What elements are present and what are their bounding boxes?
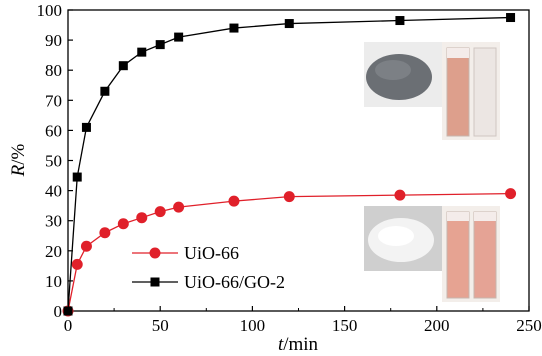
cuvette-left-top [447, 48, 469, 58]
data-point-uio-66 [136, 212, 148, 224]
data-point-uio-66-go-2 [118, 61, 128, 71]
axis-tick-labels: 0 50 100 150 200 250 0 10 20 30 40 50 60 70 80 90 100 [37, 1, 542, 335]
data-point-uio-66-go-2 [155, 40, 165, 50]
legend-marker-uio-66-go-2 [150, 277, 160, 287]
data-point-uio-66-go-2 [72, 172, 82, 182]
legend-entry-uio-66: UiO-66 [132, 243, 239, 263]
white-powder-highlight [378, 226, 414, 246]
x-tick-label: 50 [152, 316, 169, 335]
y-tick-label: 50 [45, 152, 62, 171]
y-tick-label: 40 [45, 182, 62, 201]
data-point-uio-66 [283, 191, 295, 203]
legend: UiO-66 UiO-66/GO-2 [132, 243, 285, 292]
data-point-uio-66 [228, 195, 240, 207]
legend-entry-uio-66-go-2: UiO-66/GO-2 [132, 272, 285, 292]
data-point-uio-66 [505, 188, 517, 200]
y-tick-label: 90 [45, 31, 62, 50]
inset-photo-white-powder [364, 206, 500, 302]
y-tick-label: 30 [45, 212, 62, 231]
x-tick-label: 100 [240, 316, 266, 335]
series-uio-66 [62, 188, 517, 317]
y-tick-label: 0 [54, 302, 63, 321]
cuvette-left [446, 211, 470, 299]
y-tick-label: 80 [45, 61, 62, 80]
cuvette-right-top [474, 212, 496, 221]
data-point-uio-66-go-2 [137, 47, 147, 57]
data-point-uio-66-go-2 [81, 122, 91, 132]
data-point-uio-66 [173, 201, 185, 213]
x-axis-title: t/min [278, 334, 319, 355]
y-axis-title: R/% [8, 143, 29, 177]
y-tick-label: 20 [45, 242, 62, 261]
y-tick-label: 70 [45, 91, 62, 110]
data-point-uio-66-go-2 [395, 16, 405, 26]
y-axis-unit: /% [8, 143, 29, 164]
data-point-uio-66-go-2 [100, 86, 110, 96]
x-tick-label: 250 [516, 316, 542, 335]
data-point-uio-66 [99, 227, 111, 239]
data-point-uio-66 [71, 258, 83, 270]
cuvette-left [446, 47, 470, 137]
series-uio-66-go-2 [63, 13, 516, 316]
data-point-uio-66 [394, 189, 406, 201]
x-axis-unit: /min [283, 334, 318, 355]
y-tick-label: 60 [45, 121, 62, 140]
data-point-uio-66-go-2 [229, 23, 239, 33]
x-tick-label: 150 [332, 316, 358, 335]
cuvette-left-top [447, 212, 469, 221]
series-layer [62, 13, 517, 317]
cuvette-right [473, 211, 497, 299]
data-point-uio-66 [154, 206, 166, 218]
data-point-uio-66-go-2 [174, 32, 184, 42]
data-point-uio-66 [117, 218, 129, 230]
gray-powder-highlight [375, 60, 411, 80]
x-tick-label: 200 [424, 316, 450, 335]
y-tick-label: 100 [37, 1, 63, 20]
legend-marker-uio-66 [149, 247, 161, 259]
legend-label-uio-66: UiO-66 [184, 243, 239, 263]
inset-photo-gray-powder [364, 42, 500, 140]
x-tick-label: 0 [64, 316, 73, 335]
data-point-uio-66-go-2 [284, 19, 294, 29]
data-point-uio-66 [80, 240, 92, 252]
y-axis-var: R [8, 164, 29, 177]
legend-label-uio-66-go-2: UiO-66/GO-2 [184, 272, 285, 292]
series-line-uio-66-go-2 [67, 16, 511, 312]
cuvette-right [473, 47, 497, 137]
x-axis-var: t [278, 334, 284, 355]
y-tick-label: 10 [45, 272, 62, 291]
data-point-uio-66-go-2 [63, 306, 73, 316]
data-point-uio-66-go-2 [506, 13, 516, 23]
